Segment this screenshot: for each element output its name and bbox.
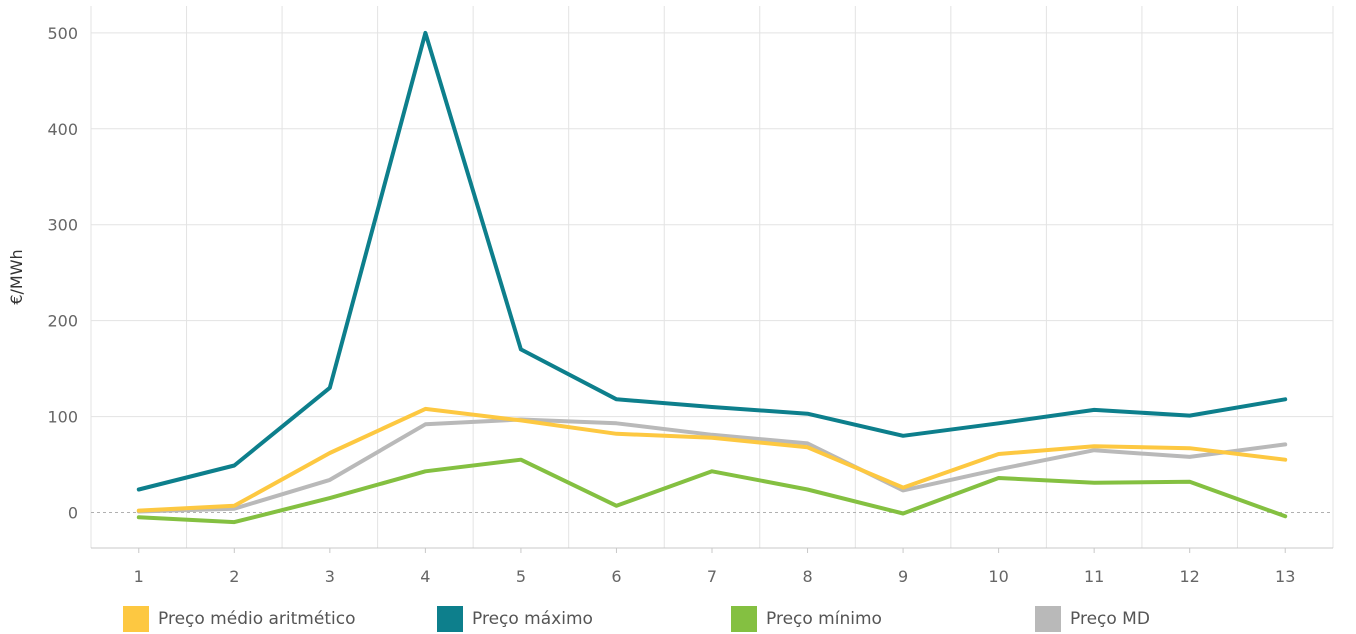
x-tick-label: 7	[707, 567, 717, 586]
x-tick-label: 13	[1275, 567, 1295, 586]
legend-swatch	[1035, 606, 1061, 632]
x-tick-label: 2	[229, 567, 239, 586]
legend-item-preco-minimo[interactable]: Preço mínimo	[731, 604, 882, 634]
y-tick-label: 100	[47, 408, 78, 427]
x-tick-label: 8	[802, 567, 812, 586]
x-tick-label: 6	[611, 567, 621, 586]
legend-label: Preço médio aritmético	[158, 609, 356, 629]
y-tick-label: 400	[47, 120, 78, 139]
legend-item-preco-md[interactable]: Preço MD	[1035, 604, 1150, 634]
x-tick-label: 4	[420, 567, 430, 586]
y-tick-label: 0	[68, 504, 78, 523]
legend-swatch	[123, 606, 149, 632]
x-tick-label: 10	[988, 567, 1008, 586]
series-lines	[136, 30, 1288, 525]
y-tick-label: 300	[47, 216, 78, 235]
series-line	[136, 417, 1288, 514]
x-tick-label: 11	[1084, 567, 1104, 586]
legend: Preço médio aritmético Preço máximo Preç…	[0, 604, 1356, 634]
x-tick-label: 1	[134, 567, 144, 586]
legend-swatch	[731, 606, 757, 632]
legend-item-preco-medio[interactable]: Preço médio aritmético	[123, 604, 355, 634]
legend-label: Preço MD	[1070, 609, 1150, 629]
series-line	[136, 457, 1288, 525]
legend-label: Preço máximo	[472, 609, 593, 629]
x-tick-label: 9	[898, 567, 908, 586]
x-tick-label: 12	[1180, 567, 1200, 586]
grid	[90, 6, 1334, 548]
y-axis-title: €/MWh	[7, 249, 26, 304]
series-line	[136, 30, 1288, 492]
x-tick-label: 5	[516, 567, 526, 586]
x-tick-label: 3	[325, 567, 335, 586]
y-tick-label: 200	[47, 312, 78, 331]
legend-item-preco-maximo[interactable]: Preço máximo	[437, 604, 593, 634]
legend-swatch	[437, 606, 463, 632]
y-tick-label: 500	[47, 24, 78, 43]
series-line	[136, 406, 1288, 513]
legend-label: Preço mínimo	[766, 609, 882, 629]
